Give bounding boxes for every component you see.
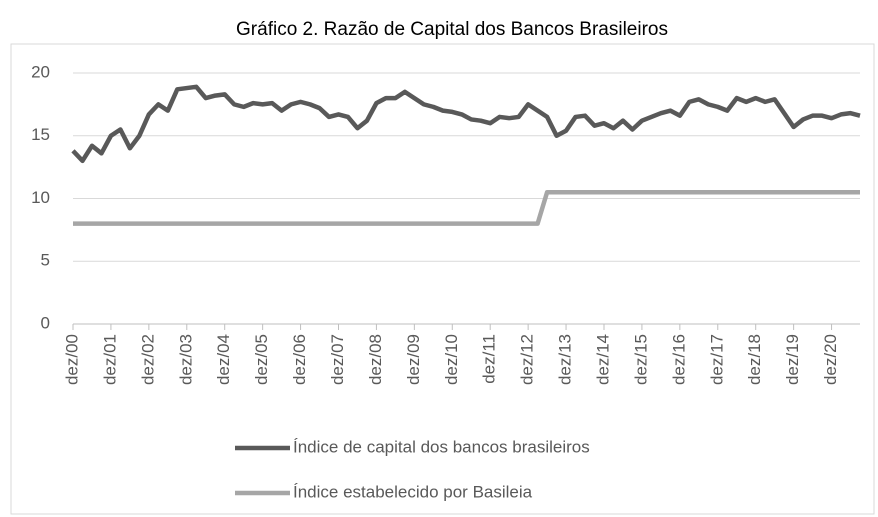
legend-label: Índice estabelecido por Basileia [293,482,533,501]
x-tick-label: dez/09 [404,334,423,385]
y-tick-label: 0 [41,313,50,332]
y-tick-label: 20 [31,62,50,81]
x-tick-label: dez/11 [480,334,499,384]
chart-title: Gráfico 2. Razão de Capital dos Bancos B… [236,19,668,40]
x-tick-label: dez/19 [783,334,802,385]
x-tick-label: dez/15 [631,334,650,385]
x-tick-label: dez/10 [442,334,461,385]
line-series [71,84,861,164]
x-tick-label: dez/18 [745,334,764,385]
x-tick-label: dez/17 [707,334,726,385]
line-series [73,189,860,226]
x-tick-label: dez/02 [138,334,157,385]
x-tick-label: dez/07 [328,334,347,385]
y-tick-label: 10 [31,188,50,207]
chart-border [10,43,875,515]
x-tick-label: dez/16 [669,334,688,385]
x-tick-label: dez/04 [214,334,233,385]
x-tick-label: dez/14 [593,334,612,385]
y-tick-label: 15 [31,125,50,144]
x-tick-label: dez/05 [252,334,271,385]
x-tick-label: dez/06 [290,334,309,385]
x-tick-label: dez/12 [518,334,537,385]
x-tick-label: dez/20 [821,334,840,385]
x-tick-label: dez/00 [62,334,81,385]
y-tick-label: 5 [41,251,50,270]
legend-label: Índice de capital dos bancos brasileiros [293,437,590,456]
x-tick-label: dez/08 [366,334,385,385]
x-tick-label: dez/13 [556,334,575,385]
x-tick-label: dez/03 [176,334,195,385]
x-tick-label: dez/01 [100,334,119,385]
